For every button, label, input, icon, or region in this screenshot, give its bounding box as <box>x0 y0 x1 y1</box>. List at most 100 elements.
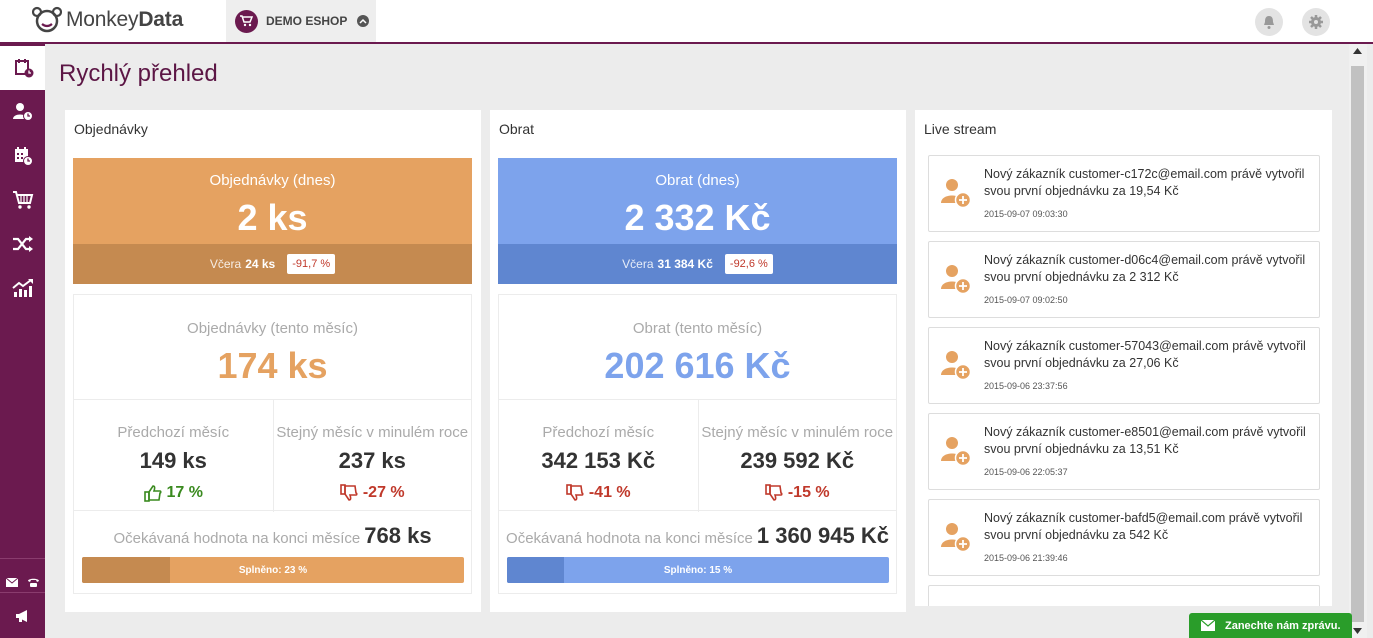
live-stream-item[interactable]: Nový zákazník customer-c172c@email.com p… <box>928 155 1320 232</box>
live-stream-title: Live stream <box>924 121 997 137</box>
thumbs-down-icon <box>340 484 358 501</box>
revenue-yesterday-value: 31 384 Kč <box>657 257 713 271</box>
revenue-expectation-row: Očekávaná hodnota na konci měsíce 1 360 … <box>499 523 896 549</box>
revenue-today-card: Obrat (dnes) 2 332 Kč Včera 31 384 Kč -9… <box>498 158 897 284</box>
orders-yesterday-value: 24 ks <box>245 257 276 271</box>
thumbs-up-icon <box>143 485 162 502</box>
phone-icon <box>28 578 39 587</box>
revenue-progress-bar: Splněno: 15 % <box>507 557 889 583</box>
orders-prev-value: 149 ks <box>139 448 207 473</box>
new-customer-icon <box>941 437 972 467</box>
leave-message-button[interactable]: Zanechte nám zprávu. <box>1189 613 1352 638</box>
new-customer-icon <box>941 351 972 381</box>
revenue-expect-label: Očekávaná hodnota na konci měsíce <box>506 530 753 547</box>
orders-today-value: 2 ks <box>237 197 308 238</box>
calendar-icon <box>14 147 33 166</box>
revenue-panel-title: Obrat <box>499 121 535 137</box>
revenue-prev-value: 342 153 Kč <box>541 448 656 473</box>
live-stream-panel: Live stream Nový zákazník customer-c172c… <box>915 110 1332 606</box>
revenue-prev-month: Předchozí měsíc 342 153 Kč -41 % <box>499 400 698 512</box>
revenue-panel: Obrat Obrat (dnes) 2 332 Kč Včera 31 384… <box>490 110 906 612</box>
revenue-yoy-change: -15 % <box>787 484 830 501</box>
customers-icon <box>12 103 33 121</box>
scroll-up-arrow-icon[interactable] <box>1353 48 1362 54</box>
revenue-yoy-value: 239 592 Kč <box>740 448 855 473</box>
shuffle-icon <box>12 236 33 252</box>
new-customer-icon <box>941 179 972 209</box>
live-stream-time: 2015-09-06 22:05:37 <box>984 467 1068 477</box>
orders-yesterday-row: Včera 24 ks -91,7 % <box>73 244 472 284</box>
scroll-down-arrow-icon[interactable] <box>1353 628 1362 634</box>
revenue-yoy: Stejný měsíc v minulém roce 239 592 Kč -… <box>697 400 897 512</box>
live-stream-text: Nový zákazník customer-57043@email.com p… <box>984 339 1306 370</box>
revenue-prev-label: Předchozí měsíc <box>542 424 655 441</box>
orders-progress-fill <box>82 557 170 583</box>
sidebar-mail[interactable] <box>0 560 23 604</box>
live-stream-item[interactable] <box>928 585 1320 606</box>
cart-icon <box>12 191 33 209</box>
orders-prev-month: Předchozí měsíc 149 ks 17 % <box>74 400 273 512</box>
orders-yoy-trend: -27 % <box>274 484 472 502</box>
orders-yoy-change: -27 % <box>362 484 405 501</box>
live-stream-item[interactable]: Nový zákazník customer-e8501@email.com p… <box>928 413 1320 490</box>
orders-prev-trend: 17 % <box>74 484 273 502</box>
sidebar-item-growth[interactable] <box>0 266 45 310</box>
revenue-today-value: 2 332 Kč <box>624 197 771 238</box>
revenue-comparison-row: Předchozí měsíc 342 153 Kč -41 % Stejný … <box>499 399 897 512</box>
mail-icon <box>5 577 18 587</box>
sidebar-phone[interactable] <box>22 560 45 604</box>
orders-expectation-row: Očekávaná hodnota na konci měsíce 768 ks <box>74 523 471 549</box>
live-stream-text: Nový zákazník customer-e8501@email.com p… <box>984 425 1306 456</box>
thumbs-down-icon <box>765 484 783 501</box>
logo-text-monkey: Monkey <box>66 8 139 31</box>
sidebar-item-cart[interactable] <box>0 178 45 222</box>
sidebar-announcements[interactable] <box>0 594 45 638</box>
revenue-yesterday-label: Včera <box>622 257 654 271</box>
revenue-prev-trend: -41 % <box>499 484 698 502</box>
shop-selector[interactable]: DEMO ESHOP <box>226 0 376 42</box>
live-stream-time: 2015-09-06 21:39:46 <box>984 553 1068 563</box>
live-stream-item[interactable]: Nový zákazník customer-57043@email.com p… <box>928 327 1320 404</box>
revenue-yoy-trend: -15 % <box>699 484 897 502</box>
orders-month-box: Objednávky (tento měsíc) 174 ks Předchoz… <box>73 294 472 594</box>
revenue-month-box: Obrat (tento měsíc) 202 616 Kč Předchozí… <box>498 294 897 594</box>
revenue-yoy-label: Stejný měsíc v minulém roce <box>701 424 894 441</box>
live-stream-time: 2015-09-07 09:02:50 <box>984 295 1068 305</box>
orders-expect-label: Očekávaná hodnota na konci měsíce <box>113 530 361 547</box>
live-stream-time: 2015-09-07 09:03:30 <box>984 209 1068 219</box>
new-customer-icon <box>941 523 972 553</box>
revenue-month-label: Obrat (tento měsíc) <box>632 320 763 337</box>
sidebar-item-dashboard[interactable] <box>0 46 45 90</box>
page-scrollbar[interactable] <box>1349 44 1367 638</box>
sidebar-item-calendar[interactable] <box>0 134 45 178</box>
logo[interactable]: MonkeyData <box>32 5 183 35</box>
orders-prev-change: 17 % <box>166 484 203 501</box>
dashboard-icon <box>15 59 34 78</box>
cart-icon <box>235 9 258 33</box>
sidebar-item-customers[interactable] <box>0 90 45 134</box>
scroll-thumb[interactable] <box>1351 66 1364 622</box>
sidebar <box>0 44 45 638</box>
orders-today-card: Objednávky (dnes) 2 ks Včera 24 ks -91,7… <box>73 158 472 284</box>
orders-yoy: Stejný měsíc v minulém roce 237 ks -27 % <box>272 400 472 512</box>
revenue-month-value: 202 616 Kč <box>604 345 791 386</box>
live-stream-item[interactable]: Nový zákazník customer-d06c4@email.com p… <box>928 241 1320 318</box>
orders-progress-label: Splněno: 23 % <box>238 564 308 576</box>
new-customer-icon <box>941 265 972 295</box>
envelope-icon <box>1201 620 1215 631</box>
orders-today-label: Objednávky (dnes) <box>209 172 336 189</box>
live-stream-time: 2015-09-06 23:37:56 <box>984 381 1068 391</box>
logo-text-data: Data <box>138 8 184 31</box>
revenue-yesterday-row: Včera 31 384 Kč -92,6 % <box>498 244 897 284</box>
shop-name: DEMO ESHOP <box>266 14 348 28</box>
sidebar-item-shuffle[interactable] <box>0 222 45 266</box>
thumbs-down-icon <box>566 484 584 501</box>
monkey-logo-icon <box>32 6 62 33</box>
settings-gear-icon[interactable] <box>1302 8 1330 36</box>
orders-yoy-value: 237 ks <box>338 448 406 473</box>
notification-bell-icon[interactable] <box>1255 8 1283 36</box>
orders-panel-title: Objednávky <box>74 121 148 137</box>
growth-chart-icon <box>11 279 33 297</box>
live-stream-item[interactable]: Nový zákazník customer-bafd5@email.com p… <box>928 499 1320 576</box>
revenue-yesterday-change-badge: -92,6 % <box>724 254 773 274</box>
